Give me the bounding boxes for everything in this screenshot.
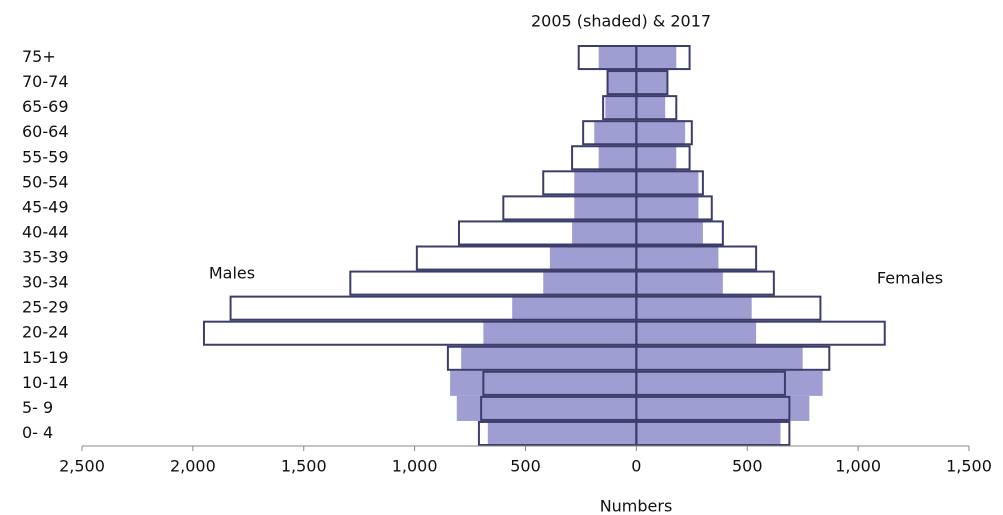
bar [598,45,637,71]
y-tick-label: 10-14 [22,373,69,392]
annotation: Females [877,269,943,288]
x-axis-label: Numbers [600,497,673,515]
y-tick-label: 35-39 [22,248,69,267]
bar [636,120,686,146]
y-tick-label: 75+ [22,47,56,66]
bar [636,295,752,321]
bar [572,220,637,246]
y-tick-label: 60-64 [22,122,69,141]
bar [461,345,637,371]
bar [512,295,637,321]
bar [483,320,637,346]
annotation: Males [209,264,255,283]
bar [636,95,666,121]
y-tick-label: 45-49 [22,197,69,216]
bar [574,170,637,196]
bar [636,245,719,271]
y-tick-label: 15-19 [22,348,69,367]
bar [487,420,637,446]
y-tick-label: 25-29 [22,298,69,317]
x-tick-label: 1,000 [835,457,881,476]
y-tick-label: 0- 4 [22,423,53,442]
x-tick-label: 2,500 [59,457,105,476]
bar [607,70,637,96]
bar [549,245,637,271]
y-tick-label: 55-59 [22,147,69,166]
y-tick-label: 50-54 [22,172,69,191]
bar [636,345,803,371]
bar [636,145,677,171]
bar [594,120,637,146]
x-tick-label: 0 [631,457,641,476]
bar [543,270,637,296]
bar [636,195,699,221]
bar [456,395,637,421]
bar [636,270,723,296]
bar [636,420,781,446]
x-tick-label: 500 [732,457,763,476]
bar [636,170,699,196]
bar [636,320,757,346]
x-tick-label: 2,000 [170,457,216,476]
y-tick-label: 40-44 [22,222,69,241]
bar [636,70,668,96]
bar [574,195,637,221]
bar [636,395,810,421]
bar [450,370,637,396]
x-tick-label: 1,500 [946,457,992,476]
x-tick-label: 1,500 [281,457,327,476]
chart-title: 2005 (shaded) & 2017 [531,12,711,31]
x-tick-label: 500 [510,457,541,476]
y-tick-label: 30-34 [22,273,69,292]
bar [605,95,637,121]
y-tick-label: 70-74 [22,72,69,91]
bar [636,370,823,396]
bar [598,145,637,171]
y-tick-label: 5- 9 [22,398,53,417]
y-tick-label: 65-69 [22,97,69,116]
y-tick-label: 20-24 [22,323,69,342]
x-tick-label: 1,000 [392,457,438,476]
bar [636,220,703,246]
bar [636,45,677,71]
